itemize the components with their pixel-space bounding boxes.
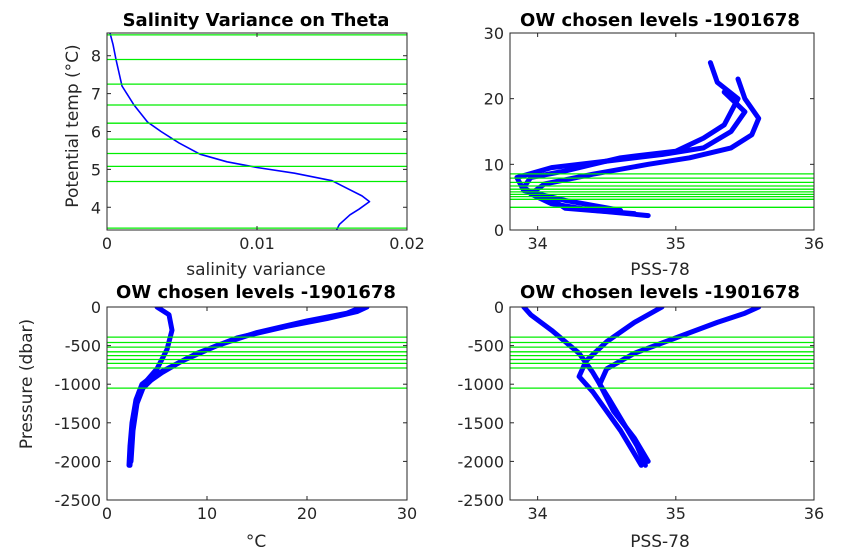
y-tick-label: 20 [484,90,504,109]
axes-frame [106,32,408,231]
y-tick-label: -1500 [458,414,505,433]
x-tick-label: 0 [102,504,112,523]
y-tick-label: 6 [91,123,101,142]
series-line-0 [109,33,371,230]
axes-frame [106,306,408,501]
axes-frame [509,32,815,231]
x-tick-label: 35 [666,234,686,253]
y-tick-label: -1500 [55,414,102,433]
series-line-2 [576,307,665,468]
x-tick-label: 34 [527,504,547,523]
x-axis-label: PSS-78 [630,532,690,552]
axes: 0 0.01 0.02 4 5 6 7 8 [91,32,425,253]
axes-frame [509,306,815,501]
panel-salinity-variance: Salinity Variance on Theta 0 0.01 0.02 4 5 6 7… [63,10,425,280]
y-axis-label: Pressure (dbar) [17,319,37,449]
x-tick-label: 30 [397,504,417,523]
series-line-2 [127,307,175,468]
x-tick-label: 35 [666,504,686,523]
y-axis-label: Potential temp (°C) [63,44,83,207]
x-tick-label: 0.01 [239,234,275,253]
series-line-1 [528,76,762,217]
y-tick-label: 8 [91,47,101,66]
y-tick-label: -500 [65,337,101,356]
y-tick-label: -2500 [55,491,102,510]
y-tick-label: -2000 [55,452,102,471]
panel-theta-salinity: OW chosen levels -1901678 34 35 360102030 … [484,10,825,280]
axes: 34 35 36 -2500 -2000 -1500 -1000 -500 0 [458,298,825,523]
y-tick-label: -1000 [458,375,505,394]
y-tick-label: 0 [91,298,101,317]
y-tick-label: 0 [494,298,504,317]
panel-title: OW chosen levels -1901678 [116,282,396,303]
y-tick-label: 5 [91,160,101,179]
y-tick-label: 10 [484,155,504,174]
panel-title: Salinity Variance on Theta [123,10,390,31]
x-tick-label: 20 [297,504,317,523]
x-tick-label: 10 [197,504,217,523]
series-line-1 [128,307,365,464]
panel-pressure-temperature: OW chosen levels -1901678 0 10 20 30 -2500 -2… [17,282,417,552]
plot-area [107,33,407,230]
y-tick-label: -2500 [458,491,505,510]
series-line-0 [521,60,741,219]
x-tick-label: 0 [102,234,112,253]
x-axis-label: salinity variance [186,260,326,280]
x-axis-label: °C [246,532,266,552]
axes: 0 10 20 30 -2500 -2000 -1500 -1000 -500 0 [55,298,418,523]
x-tick-label: 36 [804,234,824,253]
plot-area [107,307,407,468]
x-axis-label: PSS-78 [630,260,690,280]
y-tick-label: -1000 [55,375,102,394]
x-tick-label: 36 [804,504,824,523]
panel-title: OW chosen levels -1901678 [520,10,800,31]
panel-title: OW chosen levels -1901678 [520,282,800,303]
series-line-1 [597,307,762,464]
y-tick-label: 7 [91,85,101,104]
y-tick-label: -500 [468,337,504,356]
plot-area [510,307,814,468]
y-tick-label: -2000 [458,452,505,471]
panel-pressure-salinity: OW chosen levels -1901678 34 35 36 -2500 -20… [458,282,825,552]
plot-area [510,60,814,219]
x-tick-label: 0.02 [389,234,425,253]
y-tick-label: 0 [494,221,504,240]
axes: 34 35 36 0 10 20 30 [484,24,825,253]
y-tick-label: 30 [484,24,504,43]
x-tick-label: 34 [527,234,547,253]
y-tick-label: 4 [91,198,101,217]
series-line-0 [126,307,370,468]
